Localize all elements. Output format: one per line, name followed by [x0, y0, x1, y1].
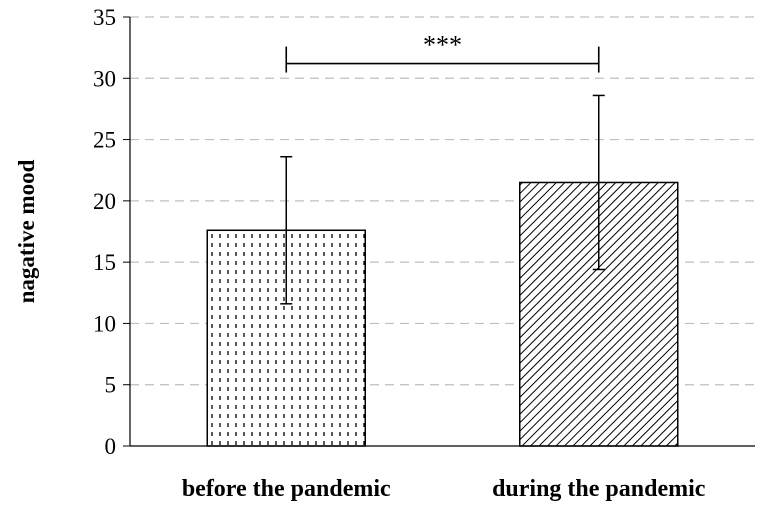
y-tick-label: 30: [93, 66, 116, 91]
y-tick-label: 35: [93, 5, 116, 30]
y-tick-label: 25: [93, 128, 116, 153]
y-tick-label: 20: [93, 189, 116, 214]
y-tick-label: 15: [93, 250, 116, 275]
y-tick-label: 0: [105, 434, 117, 459]
y-axis-label: nagative mood: [14, 159, 39, 303]
x-category-label: during the pandemic: [492, 476, 706, 502]
labels: 0 5 10 15 20 25 30 35 before the pandemic during …: [14, 5, 706, 502]
bars: [206, 46, 679, 447]
y-tick-label: 10: [93, 311, 116, 336]
significance-label: ***: [423, 31, 462, 60]
x-category-label: before the pandemic: [182, 476, 391, 502]
axes: [123, 16, 755, 447]
y-tick-label: 5: [105, 373, 117, 398]
